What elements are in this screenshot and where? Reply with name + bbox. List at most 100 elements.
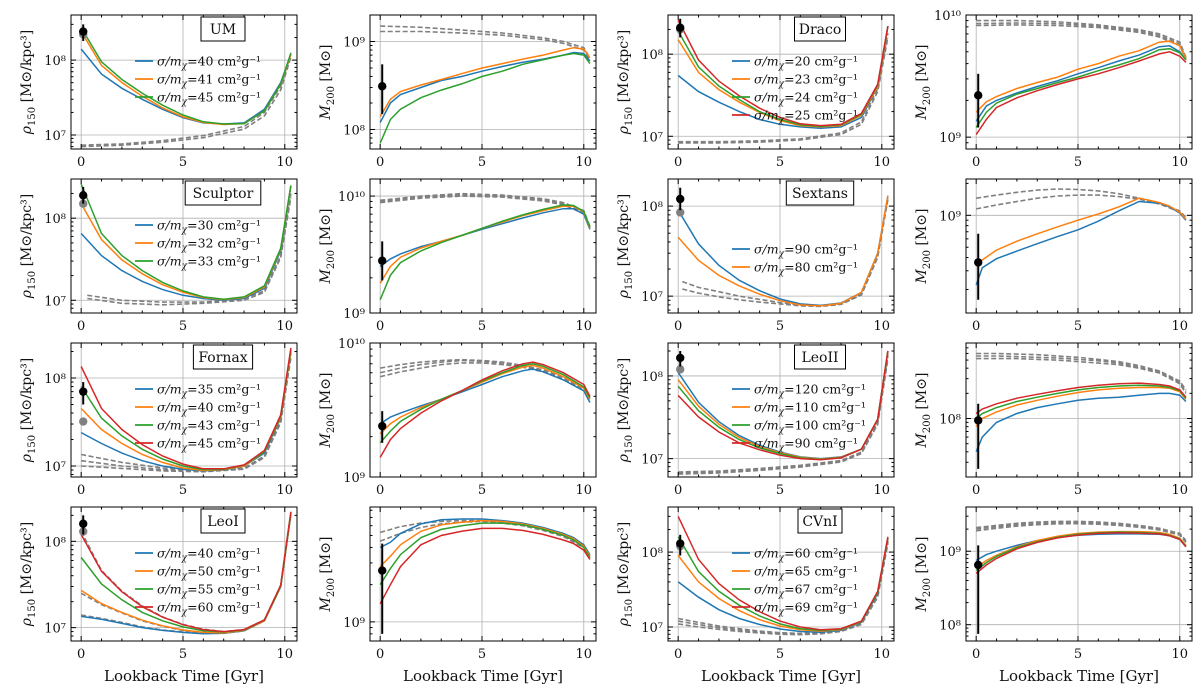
legend-entry-1: σ/mχ=40 cm²g⁻¹ (157, 54, 261, 72)
panel-fornax-mass: 0 5 10 10⁹ 10¹⁰ M200 [M⊙] (318, 337, 597, 498)
label-part: σ/m (157, 546, 182, 561)
gray-dashed-curve (678, 33, 889, 143)
label-part: ρ (616, 617, 632, 627)
label-part: cm²g⁻¹ (217, 254, 260, 269)
x-tick-label: 5 (478, 155, 486, 170)
y-tick-label: 10⁹ (343, 471, 365, 486)
x-tick-label: 0 (972, 319, 980, 334)
x-tick-label: 0 (674, 483, 682, 498)
label-part: σ/m (754, 108, 779, 123)
series-line-3 (80, 183, 292, 300)
label-part: 90 (795, 436, 811, 451)
plot-area (79, 511, 292, 635)
label-part: χ (778, 62, 785, 72)
label-part: χ (778, 390, 785, 400)
legend-equals: = (784, 564, 794, 579)
label-part: χ (778, 80, 785, 90)
label-part: χ (181, 590, 188, 600)
x-tick-label: 10 (277, 647, 294, 662)
legend-equals: = (187, 72, 197, 87)
obs-point (676, 194, 685, 204)
x-tick-label: 10 (874, 483, 891, 498)
label-part: σ/m (754, 400, 779, 415)
y-tick-label: 10⁷ (44, 294, 66, 309)
y-tick-label: 10⁸ (939, 619, 961, 634)
label-part: 25 (795, 108, 811, 123)
axes-frame (965, 178, 1193, 314)
plot-area (79, 24, 292, 148)
x-axis-label: Lookback Time [Gyr] (104, 667, 264, 685)
galaxy-name-box (200, 508, 246, 534)
galaxy-name-box (184, 180, 262, 206)
mass-axis-label: M200 [M⊙] (318, 45, 337, 121)
axes-frame (965, 506, 1193, 642)
series-line-4 (677, 350, 889, 461)
legend-entry-3: σ/mχ=67 cm²g⁻¹ (754, 582, 858, 600)
gray-dashed-curve (976, 357, 1187, 394)
label-part: 150 (624, 271, 635, 290)
gray-dashed-curve (380, 30, 591, 61)
axes-frame (369, 342, 597, 478)
galaxy-name: LeoII (801, 350, 838, 366)
panel-draco-mass: 0 5 10 10⁹ 10¹⁰ M200 [M⊙] (914, 9, 1193, 170)
galaxy-name-box (200, 16, 246, 42)
x-tick-label: 10 (874, 647, 891, 662)
legend-entry-2: σ/mχ=23 cm²g⁻¹ (754, 72, 858, 90)
x-tick-label: 0 (77, 647, 85, 662)
label-part: cm²g⁻¹ (217, 382, 260, 397)
series-line-2 (379, 519, 591, 568)
series-line-4 (975, 532, 1187, 574)
label-part: 32 (198, 236, 214, 251)
gray-dashed-curve (81, 56, 292, 148)
label-part: χ (181, 554, 188, 564)
legend-entry-1: σ/mχ=120 cm²g⁻¹ (754, 382, 866, 400)
legend-entry-1: σ/mχ=60 cm²g⁻¹ (754, 546, 858, 564)
galaxy-name: Draco (799, 22, 842, 38)
rho-axis-label: ρ150 [M⊙/kpc³] (616, 358, 635, 463)
x-tick-label: 5 (1074, 647, 1082, 662)
galaxy-name: Fornax (198, 350, 247, 366)
y-tick-label: 10⁷ (44, 622, 66, 637)
y-tick-label: 10⁸ (641, 546, 663, 561)
y-tick-label: 10⁹ (343, 35, 365, 50)
label-part: 24 (795, 90, 811, 105)
panel-cvni-mass: 0 5 10 10⁸ 10⁹ M200 [M⊙] Lookback Time [Gyr] (914, 506, 1193, 685)
x-tick-label: 0 (77, 319, 85, 334)
series-line-2 (379, 205, 591, 284)
mass-axis-label: M200 [M⊙] (914, 373, 933, 449)
series-line-3 (975, 384, 1187, 420)
axes-frame (70, 178, 298, 314)
label-part: cm²g⁻¹ (822, 382, 865, 397)
label-part: 200 (922, 414, 933, 433)
obs-point (378, 566, 387, 575)
label-part: σ/m (157, 382, 182, 397)
plot-area (79, 183, 292, 306)
label-part: M (318, 268, 334, 284)
y-tick-label: 10⁹ (939, 131, 961, 146)
panel-leoi-mass: 0 5 10 10⁹ M200 [M⊙] Lookback Time [Gyr] (318, 506, 597, 685)
y-tick-label: 10⁷ (44, 460, 66, 475)
y-tick-label: 10¹⁰ (338, 337, 365, 352)
label-part: σ/m (754, 582, 779, 597)
x-tick-label: 5 (1074, 319, 1082, 334)
gray-dashed-curve (976, 352, 1187, 391)
axes-frame (667, 342, 895, 478)
series-line-2 (677, 195, 889, 307)
gray-dashed-curve (380, 195, 591, 229)
legend-entry-1: σ/mχ=30 cm²g⁻¹ (157, 218, 261, 236)
panel-sculptor-rho: 0 5 10 10⁷ 10⁸ ρ150 [M⊙/kpc³] Sculptor σ/mχ=30 … (19, 178, 298, 334)
label-part: M (914, 432, 930, 448)
gray-dashed-curve (976, 19, 1187, 58)
axes-frame (369, 178, 597, 314)
gray-dashed-curve (678, 358, 889, 475)
label-part: 40 (198, 400, 214, 415)
x-tick-label: 10 (277, 483, 294, 498)
label-part: cm²g⁻¹ (217, 436, 260, 451)
x-tick-label: 5 (478, 647, 486, 662)
axes-frame (667, 178, 895, 314)
legend-equals: = (187, 400, 197, 415)
rho-axis-label: ρ150 [M⊙/kpc³] (616, 30, 635, 135)
y-tick-label: 10⁸ (939, 413, 961, 428)
axes-frame (70, 342, 298, 478)
